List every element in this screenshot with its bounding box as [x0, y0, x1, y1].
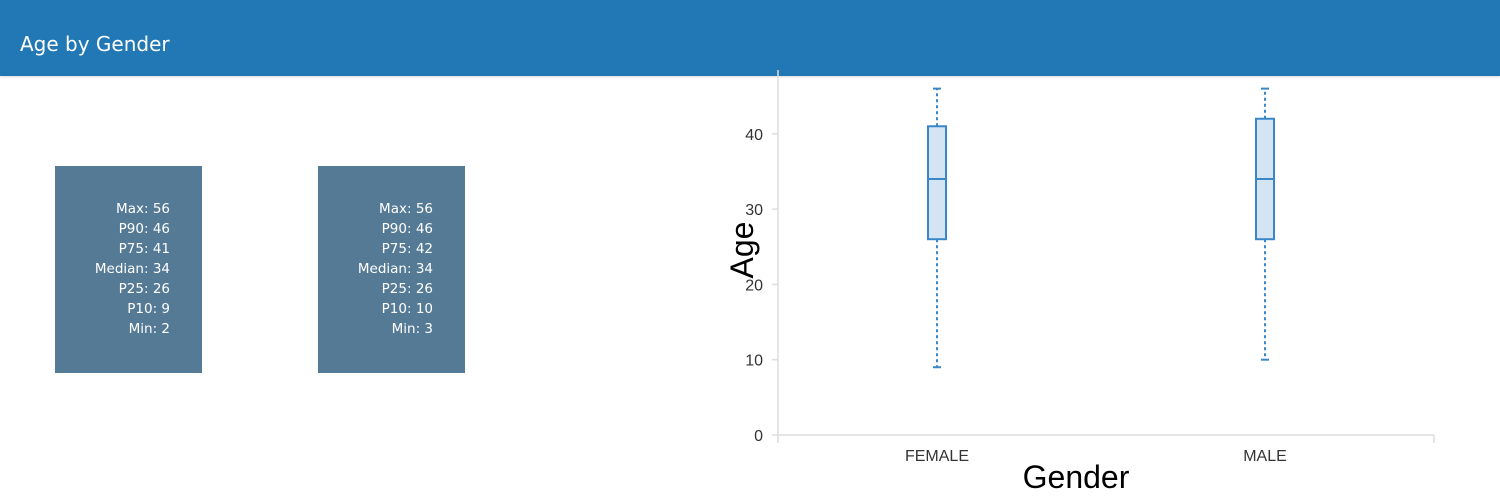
- male-p90-stat: P90: 46: [381, 221, 433, 237]
- male-p75-stat: P75: 42: [381, 241, 433, 257]
- y-axis-title: Age: [724, 222, 760, 279]
- page-title: Age by Gender: [20, 32, 170, 56]
- female-p10-stat: P10: 9: [127, 301, 170, 317]
- x-axis-title: Gender: [1023, 459, 1130, 495]
- female-p75-stat: P75: 41: [118, 241, 170, 257]
- y-tick-label: 0: [754, 428, 763, 445]
- female-median-stat: Median: 34: [94, 261, 170, 277]
- male-median-stat: Median: 34: [357, 261, 433, 277]
- male-p25-stat: P25: 26: [381, 281, 433, 297]
- female-p90-stat: P90: 46: [118, 221, 170, 237]
- female-min-stat: Min: 2: [128, 321, 170, 337]
- box-iqr: [927, 125, 947, 241]
- y-tick-label: 40: [745, 127, 763, 144]
- x-tick-label: FEMALE: [905, 448, 969, 465]
- male-max-stat: Max: 56: [379, 201, 433, 217]
- female-max-stat: Max: 56: [116, 201, 170, 217]
- y-tick-label: 30: [745, 202, 763, 219]
- female-p25-stat: P25: 26: [118, 281, 170, 297]
- y-tick-label: 10: [745, 353, 763, 370]
- male-stats-card: Max: 56 P90: 46 P75: 42 Median: 34 P25: …: [318, 166, 465, 373]
- male-p10-stat: P10: 10: [381, 301, 433, 317]
- female-stats-card: Max: 56 P90: 46 P75: 41 Median: 34 P25: …: [55, 166, 202, 373]
- page-header: Age by Gender: [0, 0, 1500, 76]
- x-tick-label: MALE: [1243, 448, 1287, 465]
- y-tick-label: 20: [745, 277, 763, 294]
- male-min-stat: Min: 3: [391, 321, 433, 337]
